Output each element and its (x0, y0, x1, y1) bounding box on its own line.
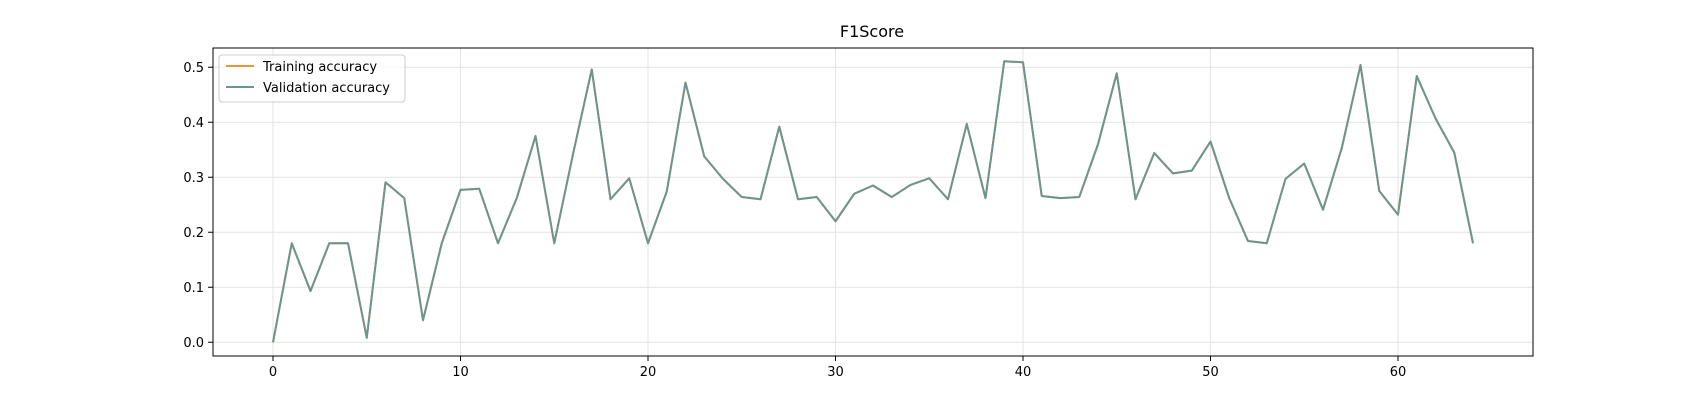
y-axis-ticks: 0.0 0.1 0.2 0.3 0.4 0.5 (183, 61, 213, 351)
plot-area-frame (212, 47, 1534, 357)
y-tick-label: 0.1 (183, 281, 204, 296)
series-line-training-accuracy (272, 60, 1474, 343)
grid (213, 48, 1533, 356)
x-axis-ticks: 0 10 20 30 40 50 60 (269, 356, 1406, 380)
legend-box (218, 54, 406, 103)
series-line-validation-accuracy (272, 60, 1474, 343)
x-tick-label: 40 (1015, 365, 1032, 380)
y-tick-label: 0.4 (183, 116, 204, 131)
chart-title: F1Score (840, 22, 904, 41)
y-tick-label: 0.0 (183, 336, 204, 351)
series-lines (272, 60, 1474, 343)
x-tick-label: 60 (1390, 365, 1407, 380)
y-tick-label: 0.5 (183, 61, 204, 76)
x-tick-label: 30 (827, 365, 844, 380)
legend-label-training: Training accuracy (262, 60, 377, 75)
y-tick-label: 0.3 (183, 171, 204, 186)
legend: Training accuracy Validation accuracy (218, 54, 406, 103)
x-tick-label: 10 (452, 365, 469, 380)
x-tick-label: 50 (1202, 365, 1219, 380)
legend-label-validation: Validation accuracy (263, 81, 390, 96)
x-tick-label: 20 (640, 365, 657, 380)
y-tick-label: 0.2 (183, 226, 204, 241)
x-tick-label: 0 (269, 365, 277, 380)
